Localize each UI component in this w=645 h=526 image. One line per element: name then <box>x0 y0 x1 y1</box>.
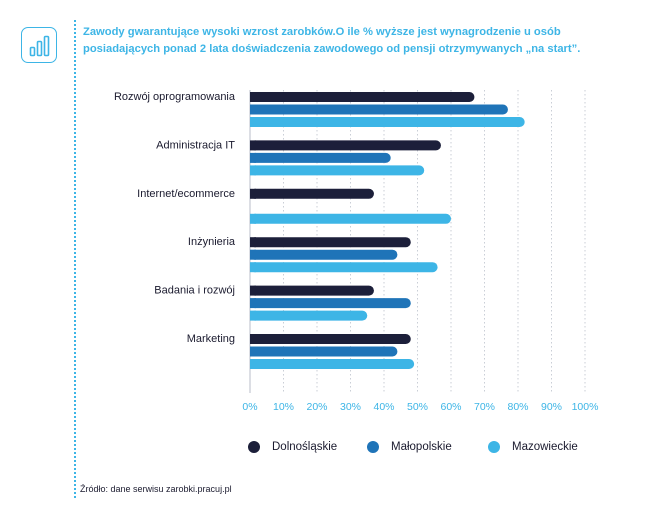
x-tick-label: 0% <box>242 401 257 413</box>
legend-label: Małopolskie <box>391 441 452 453</box>
bar-edge <box>250 213 256 224</box>
x-tick-label: 10% <box>273 401 294 413</box>
bar <box>250 359 415 369</box>
x-tick-label: 40% <box>373 401 394 413</box>
bar <box>250 92 475 102</box>
legend-swatch <box>367 441 379 453</box>
x-tick-label: 100% <box>572 401 599 413</box>
x-tick-label: 50% <box>407 401 428 413</box>
bar-edge <box>250 140 256 151</box>
source-note: Źródło: dane serwisu zarobki.pracuj.pl <box>80 484 232 494</box>
chart-title: Zawody gwarantujące wysoki wzrost zarobk… <box>83 26 581 55</box>
bar <box>250 237 411 248</box>
legend-label: Mazowieckie <box>512 441 578 453</box>
bar <box>250 140 441 151</box>
bar <box>250 346 398 357</box>
bar <box>250 188 374 199</box>
legend-swatch <box>248 441 260 453</box>
legend-label: Dolnośląskie <box>272 441 338 453</box>
x-tick-label: 70% <box>474 401 495 413</box>
bar-edge <box>250 249 256 260</box>
bar-edge <box>250 152 256 163</box>
x-tick-label: 90% <box>541 401 562 413</box>
bar <box>250 104 508 115</box>
category-label: Administracja IT <box>156 139 235 151</box>
bar-edge <box>250 285 256 296</box>
bar <box>250 298 411 309</box>
category-label: Internet/ecommerce <box>137 188 235 200</box>
bar-edge <box>250 104 256 115</box>
bar-edge <box>250 298 256 309</box>
bar-edge <box>250 188 256 199</box>
bar <box>250 262 438 273</box>
bar-chart-icon <box>21 27 57 63</box>
dotted-divider <box>74 20 76 498</box>
bar-edge <box>250 310 256 321</box>
bar-edge <box>250 165 256 176</box>
category-label: Badania i rozwój <box>154 285 235 297</box>
bar-edge <box>250 92 256 102</box>
legend-item-mazowieckie: Mazowieckie <box>488 441 578 453</box>
bar <box>250 310 368 321</box>
bar <box>250 213 451 224</box>
bar-edge <box>250 237 256 248</box>
bar <box>250 334 411 344</box>
legend-item-malopolskie: Małopolskie <box>367 441 452 453</box>
legend-item-dolnoslaskie: Dolnośląskie <box>248 441 337 453</box>
bar <box>250 117 525 127</box>
bar <box>250 249 398 260</box>
legend-swatch <box>488 441 500 453</box>
bar-edge <box>250 334 256 344</box>
bar <box>250 285 374 296</box>
bar-edge <box>250 346 256 357</box>
category-label: Rozwój oprogramowania <box>114 91 236 103</box>
x-tick-label: 30% <box>340 401 361 413</box>
bar <box>250 165 425 176</box>
x-tick-label: 60% <box>440 401 461 413</box>
bar-edge <box>250 117 256 127</box>
bar-edge <box>250 262 256 273</box>
category-label: Inżynieria <box>188 236 236 248</box>
x-tick-label: 80% <box>507 401 528 413</box>
bar <box>250 152 391 163</box>
bar-edge <box>250 359 256 369</box>
x-tick-label: 20% <box>306 401 327 413</box>
category-label: Marketing <box>187 333 235 345</box>
